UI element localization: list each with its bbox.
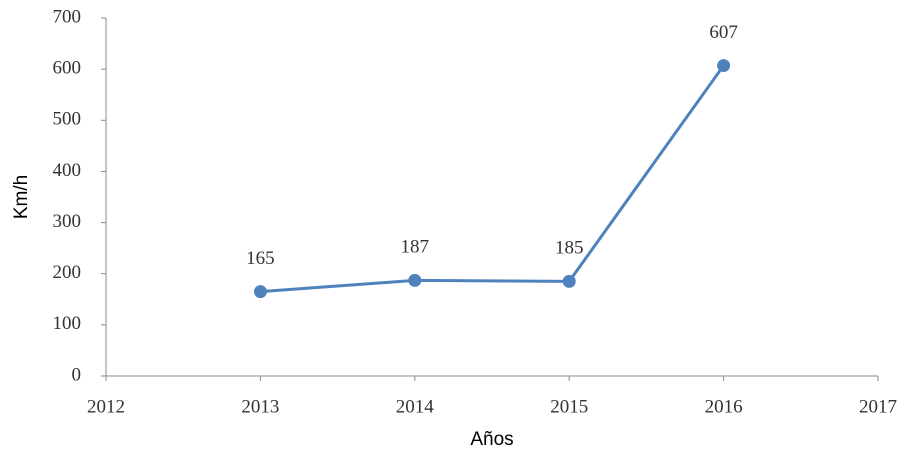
data-label: 165 [246, 248, 275, 269]
data-label: 187 [401, 237, 430, 258]
x-tick-label: 2013 [241, 396, 279, 417]
y-tick-label: 300 [53, 211, 82, 232]
x-axis-title: Años [470, 429, 513, 450]
point [408, 273, 422, 287]
series-line [260, 64, 725, 294]
x-tick-label: 2016 [705, 396, 743, 417]
y-tick-label: 700 [53, 6, 82, 27]
point [717, 59, 731, 73]
y-tick-label: 500 [53, 109, 82, 130]
x-tick-label: 2015 [550, 396, 588, 417]
y-tick-label: 200 [53, 262, 82, 283]
y-axis-title: Km/h [11, 175, 32, 219]
data-label: 185 [555, 238, 584, 259]
y-tick-label: 600 [53, 58, 82, 79]
data-label: 607 [709, 22, 738, 43]
x-tick-label: 2012 [87, 396, 125, 417]
point [253, 285, 267, 299]
x-tick-label: 2014 [396, 396, 435, 417]
y-tick-label: 0 [72, 364, 82, 385]
y-tick-label: 100 [53, 313, 82, 334]
y-tick-label: 400 [53, 160, 82, 181]
point [562, 274, 576, 288]
x-tick-label: 2017 [859, 396, 897, 417]
